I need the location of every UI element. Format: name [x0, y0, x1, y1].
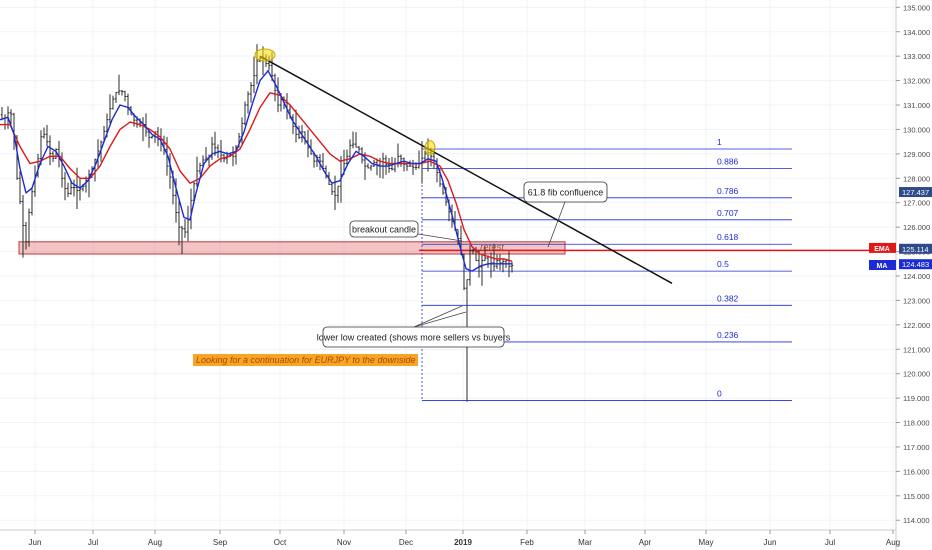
- price-tick-label: 118.000: [903, 419, 930, 428]
- grid: [0, 0, 896, 530]
- fib-callout-box: [523, 181, 608, 203]
- price-tick-label: 134.000: [903, 28, 930, 37]
- breakout-callout-pointer: [417, 233, 463, 242]
- fib-label: 0.5: [717, 259, 729, 269]
- lower-low-callout-pointer: [413, 311, 467, 328]
- continuation-highlight: [193, 354, 418, 366]
- time-tick-label: Oct: [274, 538, 287, 547]
- fib-label: 0.886: [717, 157, 739, 167]
- time-tick-label: Jul: [825, 538, 835, 547]
- retest-label: retest: [480, 242, 504, 253]
- price-label-box: [899, 259, 932, 270]
- fib-label: 0.236: [717, 330, 739, 340]
- swing-high-marker: [254, 48, 276, 62]
- fib-label: 0.786: [717, 186, 739, 196]
- continuation-text: Looking for a continuation for EURJPY to…: [196, 355, 415, 365]
- trendline[interactable]: [259, 55, 673, 284]
- price-tick-label: 135.000: [903, 3, 930, 12]
- time-tick-label: Sep: [213, 538, 228, 547]
- price-tick-label: 128.000: [903, 174, 930, 183]
- time-tick-label: Mar: [578, 538, 592, 547]
- breakout-callout-box: [349, 220, 419, 238]
- fib-label: 0.707: [717, 208, 739, 218]
- indicator-tag-text: EMA: [874, 246, 890, 253]
- fib-callout-text: 61.8 fib confluence: [528, 188, 604, 198]
- time-tick-label: Dec: [399, 538, 413, 547]
- price-tick-label: 130.000: [903, 125, 930, 134]
- price-tick-label: 116.000: [903, 467, 930, 476]
- price-tick-label: 133.000: [903, 52, 930, 61]
- time-tick-label: Jun: [764, 538, 777, 547]
- fib-label: 0: [717, 389, 722, 399]
- price-label-text: 127.437: [902, 188, 929, 197]
- price-tick-label: 124.000: [903, 272, 930, 281]
- ma-path: [0, 70, 512, 272]
- lower-high-marker: [424, 140, 436, 156]
- price-label-text: 124.483: [902, 260, 929, 269]
- price-tick-label: 122.000: [903, 321, 930, 330]
- highlight-marks: [254, 48, 436, 156]
- time-tick-label: Feb: [520, 538, 534, 547]
- fib-label: 0.618: [717, 232, 739, 242]
- time-tick-label: Nov: [337, 538, 351, 547]
- fib-callout-pointer: [547, 201, 566, 248]
- time-tick-label: Jun: [29, 538, 42, 547]
- price-axis[interactable]: 114.000 115.000 116.000 117.000 118.000 119.0…: [869, 0, 932, 550]
- price-series: [0, 44, 514, 402]
- time-tick-label: Apr: [639, 538, 652, 547]
- price-tick-label: 120.000: [903, 370, 930, 379]
- lower-low-callout-box: [322, 326, 505, 348]
- lower-low-callout-pointer: [413, 305, 463, 328]
- price-label-text: 125.114: [902, 245, 929, 254]
- price-label-box: [899, 243, 932, 254]
- price-tick-label: 117.000: [903, 443, 930, 452]
- fib-label: 1: [717, 137, 722, 147]
- price-tick-label: 121.000: [903, 345, 930, 354]
- annotations: breakout candle 61.8 fib confluence lower …: [193, 181, 608, 366]
- indicator-tag-box: [869, 242, 896, 253]
- time-tick-label: Jul: [88, 538, 98, 547]
- price-tick-label: 123.000: [903, 296, 930, 305]
- ema-path: [0, 92, 513, 262]
- indicator-tag-box: [869, 260, 896, 270]
- price-tick-label: 119.000: [903, 394, 930, 403]
- price-tick-label: 132.000: [903, 77, 930, 86]
- lower-low-callout-text: lower low created (shows more sellers vs…: [317, 333, 511, 343]
- trendline-stroke: [259, 55, 673, 284]
- price-tick-label: 127.000: [903, 199, 930, 208]
- price-label-box: [899, 187, 932, 198]
- price-tick-label: 129.000: [903, 150, 930, 159]
- ma-line: [0, 70, 512, 272]
- breakout-callout-text: breakout candle: [352, 225, 416, 235]
- time-tick-label: 2019: [454, 538, 472, 547]
- fib-label: 0.382: [717, 293, 739, 303]
- time-tick-label: Aug: [886, 538, 900, 547]
- time-tick-label: Aug: [148, 538, 162, 547]
- price-tick-label: 114.000: [903, 516, 930, 525]
- price-tick-label: 115.000: [903, 492, 930, 501]
- indicator-tag-text: MA: [877, 263, 888, 270]
- ema-line: [0, 92, 513, 262]
- time-axis[interactable]: Jun Jul Aug Sep Oct Nov Dec 2019 Feb Mar Apr May Jun…: [0, 529, 900, 547]
- time-tick-label: May: [698, 538, 713, 547]
- price-tick-label: 131.000: [903, 101, 930, 110]
- price-tick-label: 126.000: [903, 223, 930, 232]
